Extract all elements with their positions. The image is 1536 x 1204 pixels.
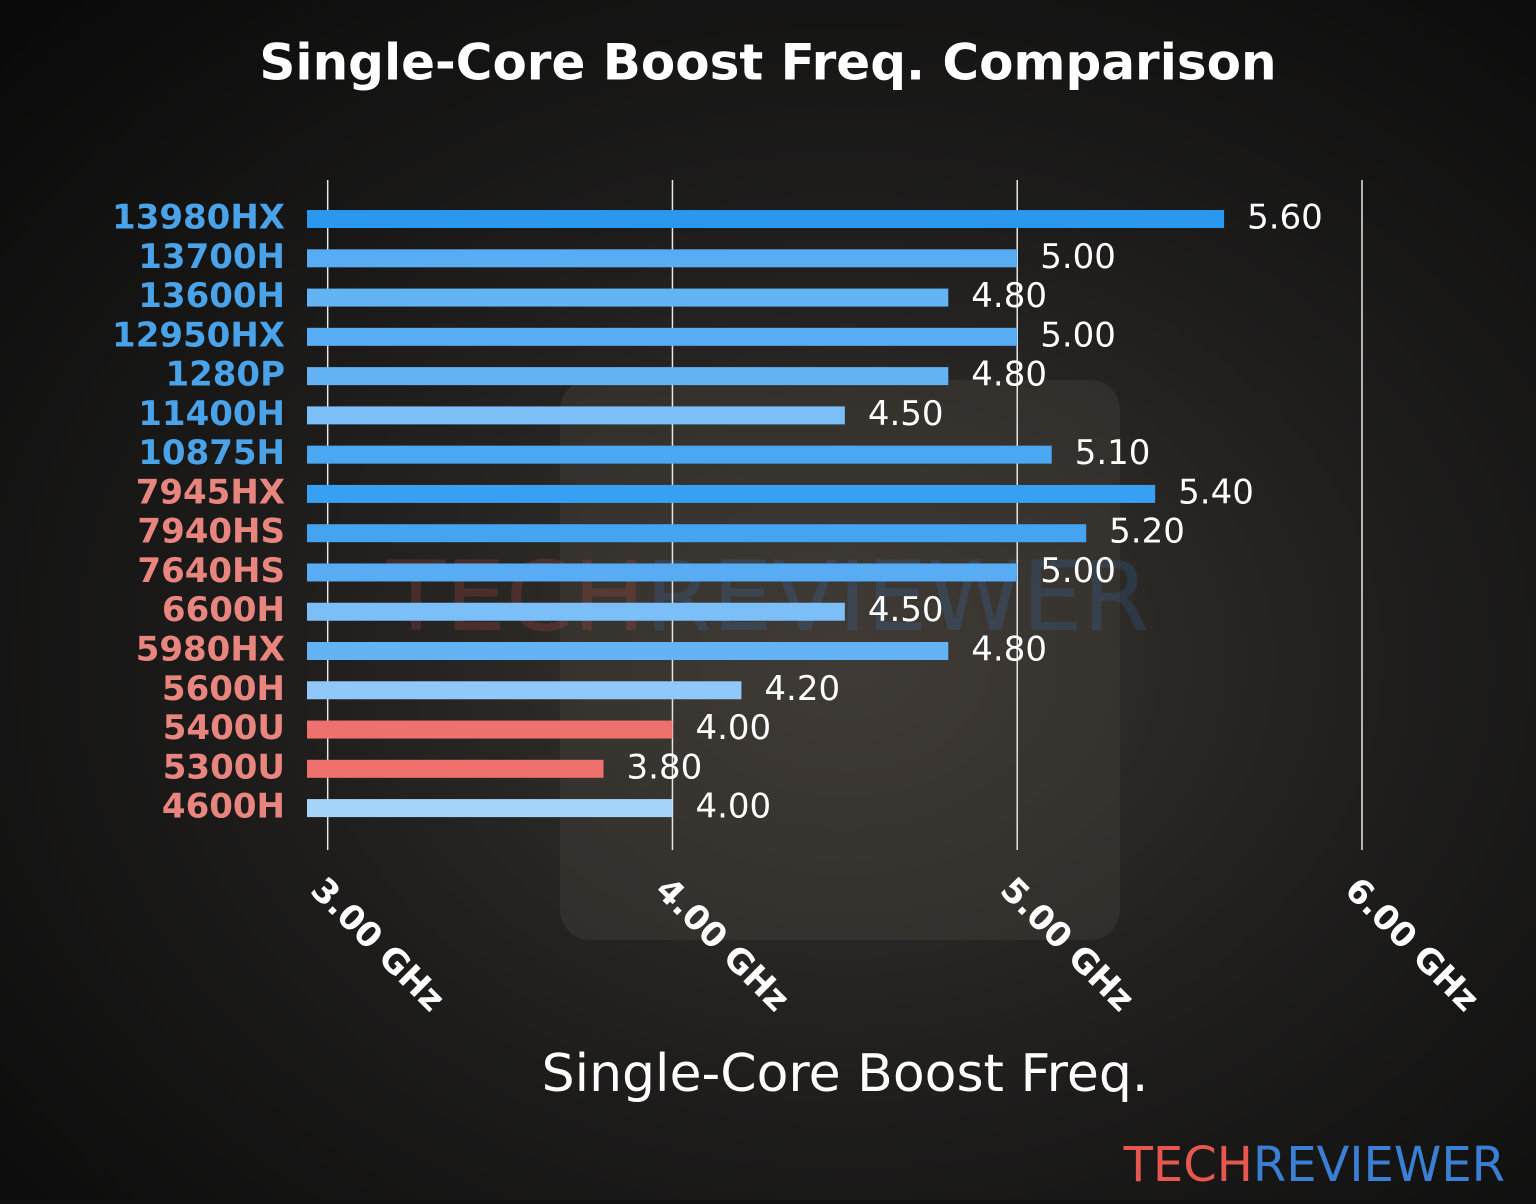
y-tick-label: 1280P (165, 355, 285, 395)
y-tick-label: 13700H (138, 237, 285, 277)
y-tick-label: 7945HX (136, 472, 285, 512)
bar (307, 681, 742, 700)
brand-part: TECH (1123, 1137, 1253, 1193)
y-tick-label: 5400U (163, 708, 285, 748)
y-tick-label: 11400H (138, 394, 285, 434)
watermark-part: TECH (386, 541, 646, 653)
bar (307, 210, 1225, 229)
y-tick-label: 7640HS (137, 551, 285, 591)
value-label: 5.00 (1040, 237, 1116, 277)
bar (307, 327, 1018, 346)
chart-title: Single-Core Boost Freq. Comparison (259, 34, 1276, 92)
y-tick-label: 10875H (138, 433, 285, 473)
value-label: 5.40 (1178, 472, 1254, 512)
y-tick-label: 7940HS (137, 512, 285, 552)
bar (307, 445, 1052, 464)
value-label: 4.80 (971, 355, 1047, 395)
bar (307, 406, 845, 425)
value-label: 4.80 (971, 630, 1047, 670)
bar (307, 484, 1156, 503)
bar (307, 524, 1087, 543)
y-tick-label: 13600H (138, 276, 285, 316)
brand-logo: TECHREVIEWER (1123, 1137, 1505, 1193)
y-tick-label: 5300U (163, 747, 285, 787)
bar (307, 563, 1018, 582)
bar (307, 367, 949, 386)
value-label: 5.60 (1247, 198, 1323, 238)
bar (307, 720, 673, 739)
y-tick-label: 12950HX (112, 315, 285, 355)
value-label: 4.50 (868, 394, 944, 434)
value-label: 4.50 (868, 590, 944, 630)
bar (307, 759, 604, 778)
x-axis-label: Single-Core Boost Freq. (542, 1044, 1149, 1104)
y-tick-label: 13980HX (112, 198, 285, 238)
value-label: 5.00 (1040, 315, 1116, 355)
bar (307, 602, 845, 621)
value-label: 5.00 (1040, 551, 1116, 591)
value-label: 3.80 (627, 747, 703, 787)
value-label: 4.20 (764, 669, 840, 709)
y-tick-label: 4600H (162, 787, 285, 827)
y-tick-label: 5600H (162, 669, 285, 709)
watermark: TECHREVIEWER (386, 541, 1150, 653)
y-tick-label: 5980HX (136, 630, 285, 670)
value-label: 4.80 (971, 276, 1047, 316)
bar (307, 288, 949, 307)
brand-part: REVIEWER (1253, 1137, 1505, 1193)
bar (307, 642, 949, 661)
value-label: 4.00 (695, 787, 771, 827)
watermark-part: REVIEWER (645, 541, 1149, 653)
value-label: 5.10 (1075, 433, 1151, 473)
bar (307, 249, 1018, 268)
bar (307, 799, 673, 818)
y-tick-label: 6600H (162, 590, 285, 630)
value-label: 5.20 (1109, 512, 1185, 552)
value-label: 4.00 (695, 708, 771, 748)
